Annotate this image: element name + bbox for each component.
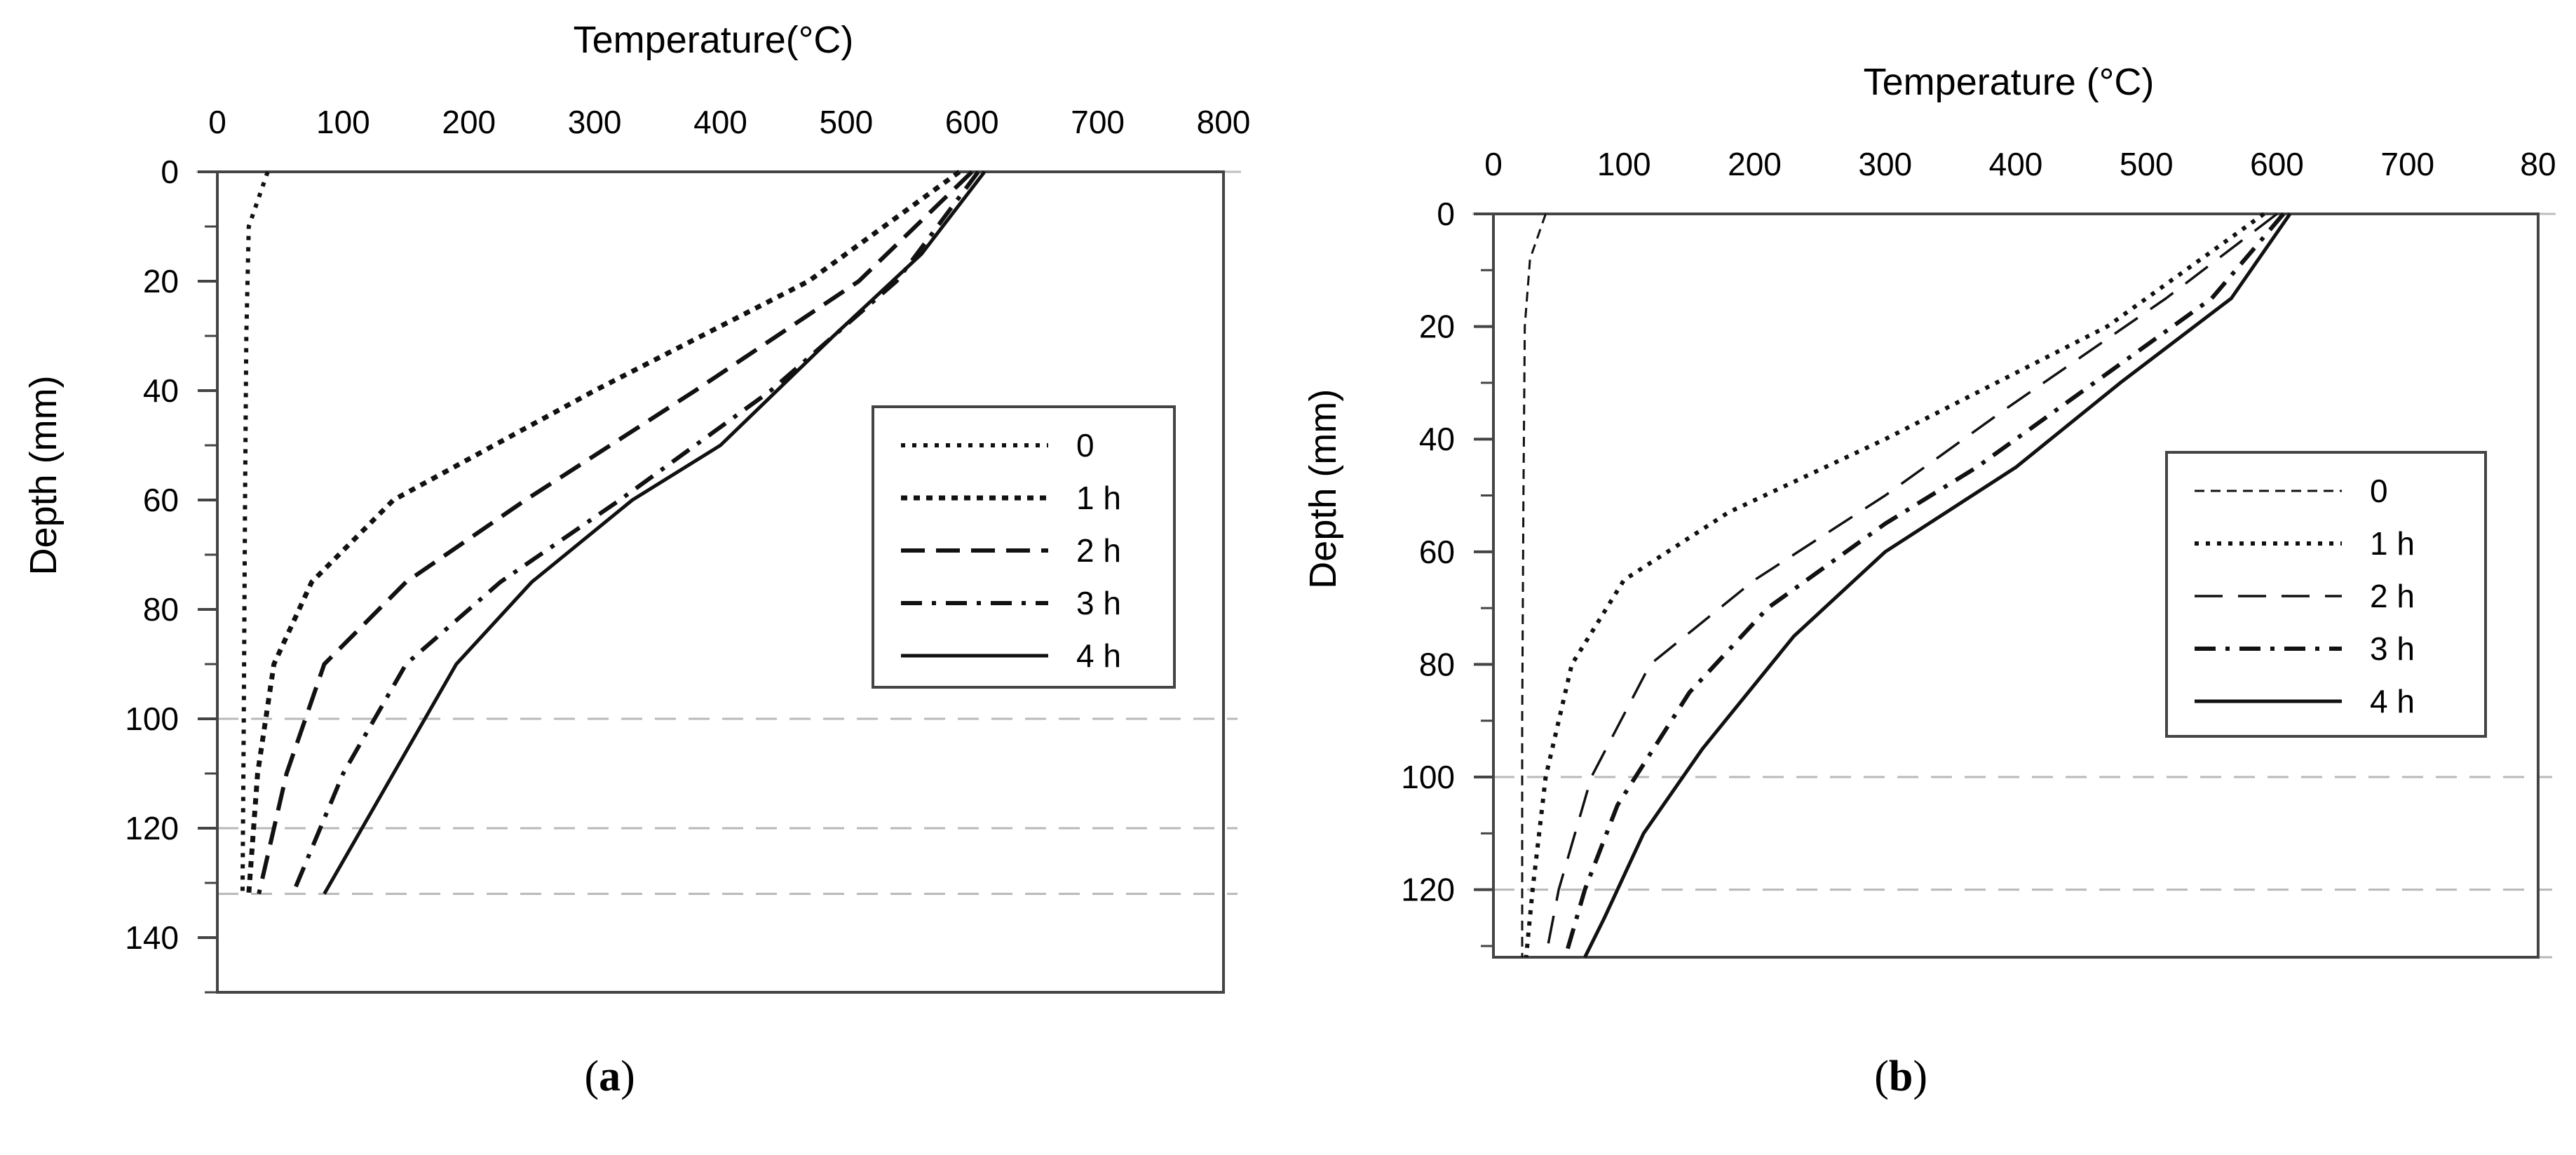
x-axis-title: Temperature (°C) — [1864, 61, 2155, 103]
x-tick-label: 300 — [1858, 146, 1912, 182]
y-tick-label: 40 — [143, 372, 179, 409]
x-tick-label: 0 — [208, 104, 226, 140]
x-tick-label: 200 — [442, 104, 496, 140]
x-tick-label: 600 — [2250, 146, 2304, 182]
x-tick-label: 700 — [1071, 104, 1125, 140]
y-tick-label: 60 — [143, 482, 179, 518]
caption-open-paren: ( — [584, 1053, 599, 1100]
x-tick-label: 80 — [2520, 146, 2556, 182]
y-tick-label: 80 — [143, 591, 179, 628]
caption-open-paren: ( — [1874, 1053, 1889, 1100]
x-tick-label: 500 — [2120, 146, 2174, 182]
x-tick-label: 500 — [820, 104, 874, 140]
caption-letter: b — [1889, 1053, 1913, 1100]
panel-caption: (a) — [584, 1053, 635, 1100]
x-tick-label: 600 — [945, 104, 999, 140]
series-line-2h — [1544, 212, 2278, 958]
legend-label: 3 h — [2370, 630, 2415, 667]
caption-close-paren: ) — [621, 1053, 635, 1100]
y-tick-label: 60 — [1419, 534, 1455, 570]
x-axis-title: Temperature(°C) — [574, 19, 854, 61]
y-tick-label: 100 — [1401, 759, 1455, 795]
plot-frame — [216, 170, 1225, 994]
legend-label: 3 h — [1076, 585, 1121, 621]
y-tick-label: 20 — [143, 263, 179, 299]
series-line-2h — [257, 170, 974, 895]
y-tick-label: 120 — [1401, 872, 1455, 908]
chart-panel-a: 0 100 200 300 400 500 600 700 800 0 20 40 60 80 100 120… — [22, 19, 1250, 1100]
legend-box — [872, 405, 1176, 689]
legend-label: 1 h — [2370, 525, 2415, 562]
x-tick-label: 300 — [568, 104, 622, 140]
series-line-4h — [323, 170, 987, 895]
y-tick-label: 20 — [1419, 309, 1455, 345]
y-tick-label: 0 — [161, 154, 179, 190]
panel-caption: (b) — [1874, 1053, 1927, 1100]
y-tick-label: 40 — [1419, 421, 1455, 457]
legend-box — [2165, 451, 2487, 738]
legend-label: 2 h — [1076, 532, 1121, 569]
legend-label: 2 h — [2370, 578, 2415, 614]
caption-close-paren: ) — [1913, 1053, 1927, 1100]
y-tick-label: 100 — [125, 701, 179, 737]
y-tick-label: 120 — [125, 810, 179, 846]
y-axis-title: Depth (mm) — [1302, 389, 1344, 589]
legend-label: 1 h — [1076, 480, 1121, 516]
series-line-4h — [1583, 212, 2292, 959]
legend-label: 0 — [2370, 473, 2388, 509]
series-line-1h — [246, 170, 961, 894]
x-tick-label: 800 — [1197, 104, 1251, 140]
y-tick-label: 80 — [1419, 646, 1455, 682]
caption-letter: a — [599, 1053, 621, 1100]
legend-label: 0 — [1076, 427, 1094, 464]
series-line-3h — [290, 170, 980, 895]
x-tick-label: 400 — [693, 104, 747, 140]
plot-frame — [1492, 212, 2540, 959]
x-tick-label: 0 — [1484, 146, 1503, 182]
x-tick-label: 100 — [316, 104, 370, 140]
y-tick-label: 0 — [1437, 196, 1455, 232]
legend-label: 4 h — [2370, 683, 2415, 720]
chart-panel-b: 0 100 200 300 400 500 600 700 80020406080100120T… — [1302, 61, 2556, 1100]
y-tick-label: 140 — [125, 919, 179, 956]
legend-label: 4 h — [1076, 637, 1121, 674]
y-axis-title: Depth (mm) — [22, 375, 65, 575]
x-tick-label: 700 — [2380, 146, 2434, 182]
series-line-0 — [240, 171, 270, 894]
x-tick-label: 400 — [1989, 146, 2043, 182]
legend: 0 1 h 2 h 3 h 4 h — [872, 405, 1176, 689]
series-line-3h — [1563, 212, 2286, 958]
series-line-0 — [1521, 213, 1547, 957]
x-tick-label: 100 — [1597, 146, 1651, 182]
x-tick-label: 200 — [1728, 146, 1782, 182]
legend: 0 1 h 2 h 3 h 4 h — [2165, 451, 2487, 738]
